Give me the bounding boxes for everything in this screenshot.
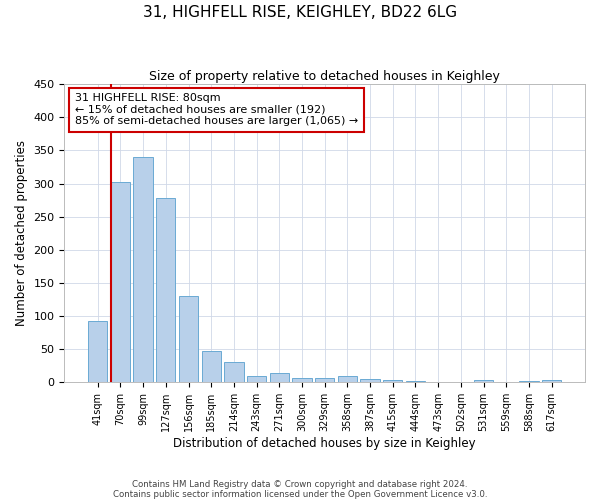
Bar bbox=[474, 380, 493, 382]
Bar bbox=[292, 378, 311, 382]
Text: 31, HIGHFELL RISE, KEIGHLEY, BD22 6LG: 31, HIGHFELL RISE, KEIGHLEY, BD22 6LG bbox=[143, 5, 457, 20]
Bar bbox=[338, 376, 357, 382]
Bar bbox=[520, 381, 539, 382]
Bar bbox=[361, 379, 380, 382]
Bar bbox=[247, 376, 266, 382]
Bar bbox=[224, 362, 244, 382]
Bar bbox=[202, 351, 221, 382]
Bar bbox=[383, 380, 403, 382]
Bar bbox=[542, 380, 562, 382]
X-axis label: Distribution of detached houses by size in Keighley: Distribution of detached houses by size … bbox=[173, 437, 476, 450]
Bar bbox=[406, 381, 425, 382]
Y-axis label: Number of detached properties: Number of detached properties bbox=[15, 140, 28, 326]
Bar bbox=[179, 296, 198, 382]
Text: Contains HM Land Registry data © Crown copyright and database right 2024.
Contai: Contains HM Land Registry data © Crown c… bbox=[113, 480, 487, 499]
Text: 31 HIGHFELL RISE: 80sqm
← 15% of detached houses are smaller (192)
85% of semi-d: 31 HIGHFELL RISE: 80sqm ← 15% of detache… bbox=[75, 93, 358, 126]
Bar bbox=[269, 373, 289, 382]
Bar bbox=[315, 378, 334, 382]
Bar bbox=[156, 198, 175, 382]
Bar bbox=[133, 157, 153, 382]
Bar bbox=[111, 182, 130, 382]
Title: Size of property relative to detached houses in Keighley: Size of property relative to detached ho… bbox=[149, 70, 500, 83]
Bar bbox=[88, 322, 107, 382]
